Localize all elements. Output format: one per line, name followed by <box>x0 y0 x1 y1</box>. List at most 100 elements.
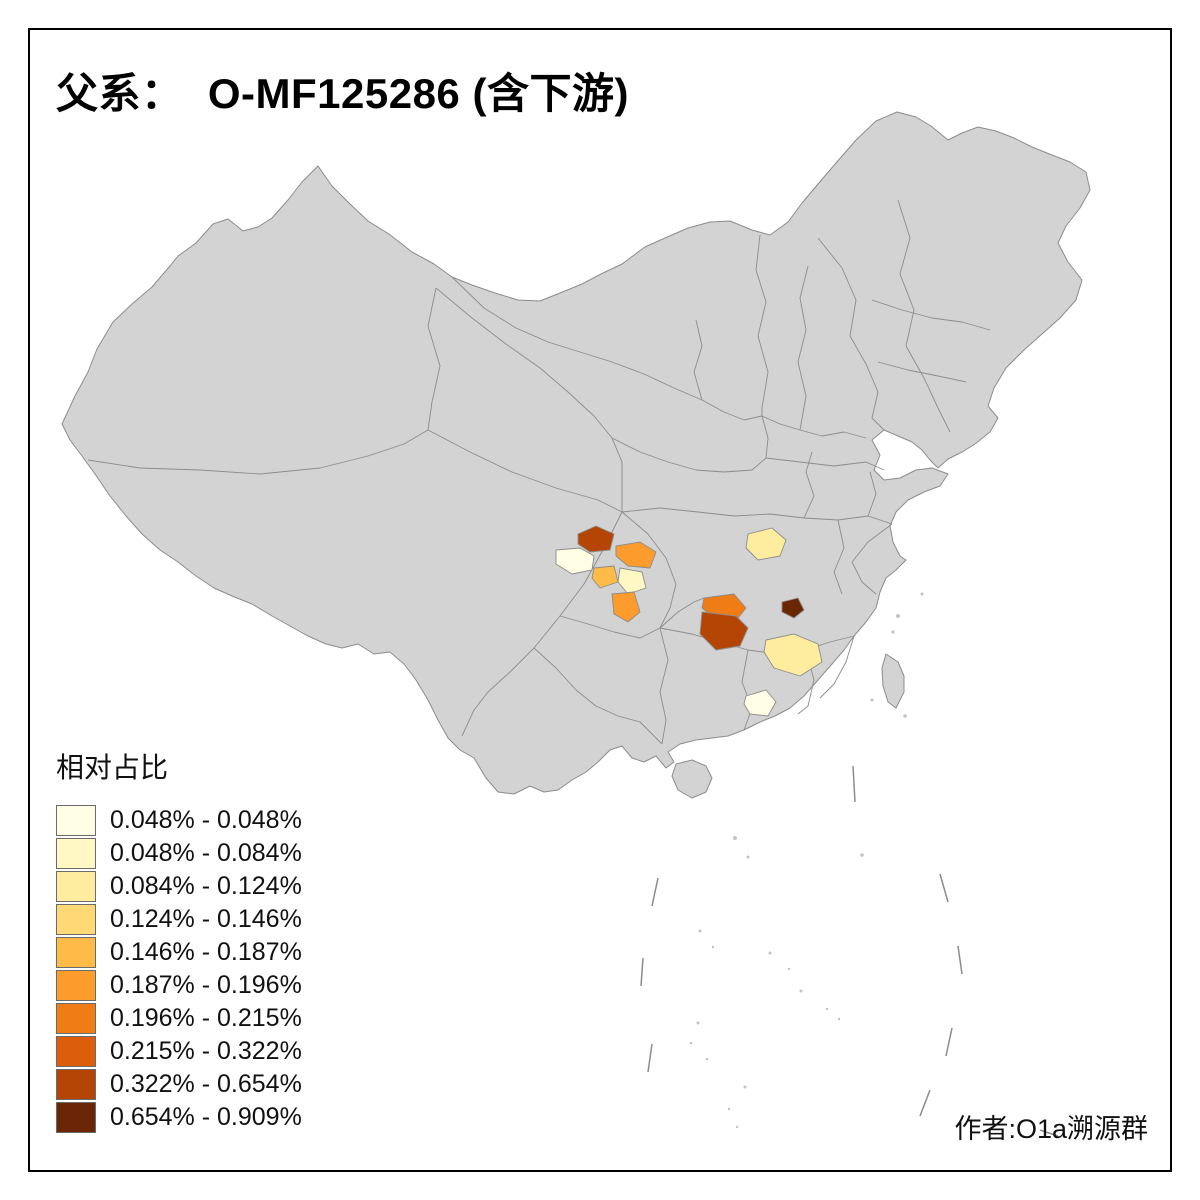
highlighted-region <box>617 567 647 595</box>
island-dot <box>711 945 715 949</box>
island-dot <box>768 951 772 955</box>
highlighted-region <box>745 527 787 561</box>
island-dot <box>689 1041 693 1045</box>
island-dot <box>825 1007 829 1011</box>
island-dot <box>787 967 791 971</box>
province-border-line <box>451 276 763 421</box>
legend-swatch <box>56 1102 96 1133</box>
legend-title: 相对占比 <box>56 752 169 783</box>
province-border-line <box>797 265 809 431</box>
legend-label: 0.187% - 0.196% <box>110 971 302 999</box>
island-dot <box>891 630 895 634</box>
dash-segment <box>1039 1129 1059 1137</box>
legend-swatch <box>56 1069 96 1100</box>
province-border-line <box>755 234 769 416</box>
legend: 相对占比 0.048% - 0.048% 0.048% - 0.084% 0.0… <box>56 746 302 1134</box>
province-border-line <box>897 199 951 433</box>
legend-row: 0.124% - 0.146% <box>56 903 302 936</box>
island-dot <box>837 1017 841 1021</box>
province-border-line <box>435 287 623 512</box>
province-border-line <box>427 287 441 431</box>
dash-segment <box>919 1089 931 1117</box>
highlighted-region <box>577 525 615 553</box>
island-dot <box>799 989 803 993</box>
attribution-text: 作者:O1a溯源群 <box>954 1114 1148 1144</box>
highlighted-region <box>555 547 595 575</box>
legend-row: 0.322% - 0.654% <box>56 1068 302 1101</box>
province-border-line <box>833 519 845 595</box>
legend-swatch <box>56 970 96 1001</box>
province-border-line <box>559 615 661 639</box>
taiwan-island <box>881 653 905 709</box>
province-border-line <box>871 299 991 331</box>
legend-row: 0.048% - 0.048% <box>56 804 302 837</box>
province-border-line <box>611 437 767 473</box>
province-border-line <box>761 415 867 439</box>
province-border-line <box>621 511 677 629</box>
island-dot <box>870 698 874 702</box>
legend-row: 0.048% - 0.084% <box>56 837 302 870</box>
legend-label: 0.084% - 0.124% <box>110 872 302 900</box>
province-border-line <box>693 319 703 401</box>
legend-label: 0.146% - 0.187% <box>110 938 302 966</box>
province-border-line <box>87 429 429 475</box>
legend-swatch <box>56 1036 96 1067</box>
highlighted-region <box>743 689 777 717</box>
dash-segment <box>957 945 963 975</box>
south-china-sea-islands <box>689 592 924 1129</box>
highlighted-region <box>591 565 619 589</box>
legend-row: 0.084% - 0.124% <box>56 870 302 903</box>
highlight-regions <box>555 525 823 717</box>
highlighted-region <box>615 541 657 569</box>
island-dot <box>920 592 924 596</box>
page-title: 父系： O-MF125286 (含下游) <box>56 70 629 117</box>
legend-label: 0.215% - 0.322% <box>110 1037 302 1065</box>
island-dot <box>735 1125 739 1129</box>
nine-dash-line <box>640 765 1059 1137</box>
province-border-line <box>851 523 893 595</box>
legend-label: 0.048% - 0.084% <box>110 839 302 867</box>
china-mainland <box>61 111 1091 795</box>
legend-row: 0.654% - 0.909% <box>56 1101 302 1134</box>
legend-label: 0.196% - 0.215% <box>110 1004 302 1032</box>
legend-swatch <box>56 937 96 968</box>
dash-segment <box>945 1027 953 1057</box>
highlighted-region <box>611 591 641 623</box>
hainan-island <box>671 759 713 799</box>
province-border-line <box>819 635 855 699</box>
province-border-line <box>533 647 663 745</box>
highlighted-region <box>763 633 823 677</box>
legend-row: 0.215% - 0.322% <box>56 1035 302 1068</box>
province-border-line <box>659 627 855 655</box>
dash-segment <box>651 877 659 907</box>
legend-row: 0.146% - 0.187% <box>56 936 302 969</box>
dash-segment <box>640 957 644 987</box>
legend-row: 0.196% - 0.215% <box>56 1002 302 1035</box>
province-borders <box>87 199 991 745</box>
island-dot <box>698 929 702 933</box>
island-dot <box>733 836 737 840</box>
province-border-line <box>867 471 877 517</box>
province-border-line <box>427 429 623 513</box>
province-border-line <box>761 415 769 459</box>
legend-label: 0.124% - 0.146% <box>110 905 302 933</box>
island-dot <box>860 853 864 857</box>
island-dot <box>746 855 750 859</box>
legend-row: 0.187% - 0.196% <box>56 969 302 1002</box>
province-border-line <box>621 507 893 525</box>
highlighted-region <box>781 597 805 619</box>
island-dot <box>903 714 907 718</box>
legend-swatch <box>56 904 96 935</box>
province-border-line <box>659 597 705 629</box>
dash-segment <box>852 765 856 803</box>
island-dot <box>705 1057 709 1061</box>
highlighted-region <box>699 611 749 651</box>
province-border-line <box>817 237 885 431</box>
island-dot <box>743 1085 747 1089</box>
legend-label: 0.654% - 0.909% <box>110 1103 302 1131</box>
island-dot <box>696 1021 700 1025</box>
island-dot <box>896 614 900 618</box>
island-dot <box>727 1107 731 1111</box>
